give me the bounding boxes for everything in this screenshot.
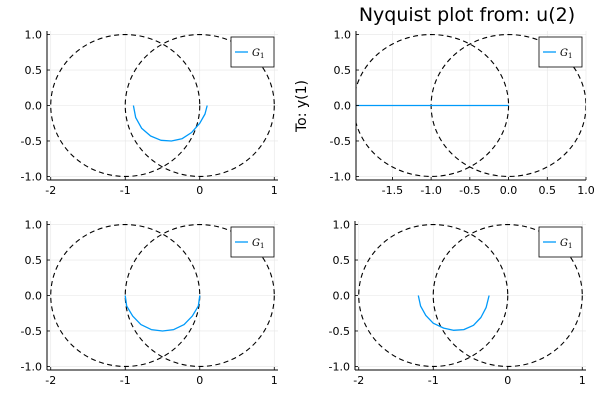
x-tick-label: 0 [196, 374, 203, 387]
legend-label: G [252, 238, 260, 249]
figure-ylabel: To: y(1) [294, 80, 310, 133]
x-tick-label: 1.0 [577, 184, 595, 197]
x-tick-label: -1.0 [420, 184, 441, 197]
y-tick-label: 0.0 [25, 100, 43, 113]
x-tick-label: 0 [504, 374, 511, 387]
reference-circle-2 [432, 223, 583, 368]
reference-circle-2 [124, 33, 275, 178]
reference-circle-1 [358, 223, 509, 368]
x-tick-label: -1 [120, 184, 131, 197]
y-tick-label: -0.5 [330, 135, 351, 148]
y-tick-label: 1.0 [334, 29, 352, 42]
series-line-g1 [132, 105, 208, 142]
y-tick-label: -0.5 [21, 325, 42, 338]
panel-top-right: -1.5 -1.0 -0.5 0.0 0.5 1.0 1.0 0.5 0.0 -0.5 -1.0 G 1 [330, 29, 595, 197]
y-tick-label: 1.0 [333, 219, 351, 232]
y-tick-label: 0.5 [25, 64, 43, 77]
y-tick-label: -0.5 [21, 135, 42, 148]
panel-top-left: -2 -1 0 11.00.50.0-0.5-1.0G 1 [21, 29, 278, 197]
series-line-g1 [417, 295, 490, 331]
legend-label: G [252, 48, 260, 59]
legend-label-subscript: 1 [260, 242, 264, 250]
y-tick-label: 0.5 [334, 64, 352, 77]
reference-circle-1 [50, 33, 201, 178]
plot-area [50, 223, 275, 368]
x-tick-label: 1 [271, 184, 278, 197]
x-tick-label: -2 [353, 374, 364, 387]
y-tick-label: 0.0 [333, 290, 351, 303]
figure-title: Nyquist plot from: u(2) [359, 4, 575, 26]
plot-area [356, 34, 586, 177]
panel-bottom-right: -2 -1 0 11.00.50.0-0.5-1.0G 1 [329, 219, 586, 387]
legend-label: G [560, 238, 568, 249]
y-tick-label: 0.5 [25, 254, 43, 267]
x-tick-label: -0.5 [459, 184, 480, 197]
x-tick-label: -1 [428, 374, 439, 387]
legend-label-subscript: 1 [568, 242, 572, 250]
legend-label-subscript: 1 [260, 52, 264, 60]
y-tick-label: 0.0 [334, 100, 352, 113]
plot-area [358, 223, 583, 368]
legend-label-subscript: 1 [568, 52, 572, 60]
y-tick-label: -1.0 [329, 360, 350, 373]
x-tick-label: 0.0 [500, 184, 518, 197]
x-tick-label: -1.5 [382, 184, 403, 197]
y-tick-label: -0.5 [329, 325, 350, 338]
x-tick-label: 0.5 [539, 184, 557, 197]
x-tick-label: -2 [45, 374, 56, 387]
y-tick-label: 1.0 [25, 219, 43, 232]
x-tick-label: -1 [120, 374, 131, 387]
x-tick-label: 0 [196, 184, 203, 197]
y-tick-label: 0.0 [25, 290, 43, 303]
plot-area [50, 33, 275, 178]
y-tick-label: -1.0 [21, 170, 42, 183]
legend-label: G [560, 48, 568, 59]
y-tick-label: -1.0 [330, 170, 351, 183]
series-line-g1 [124, 295, 201, 332]
y-tick-label: 0.5 [333, 254, 351, 267]
y-tick-label: -1.0 [21, 360, 42, 373]
x-tick-label: -2 [45, 184, 56, 197]
x-tick-label: 1 [579, 374, 586, 387]
y-tick-label: 1.0 [25, 29, 43, 42]
panel-bottom-left: -2 -1 0 11.00.50.0-0.5-1.0G 1 [21, 219, 278, 387]
x-tick-label: 1 [271, 374, 278, 387]
reference-circle-2 [124, 223, 275, 368]
